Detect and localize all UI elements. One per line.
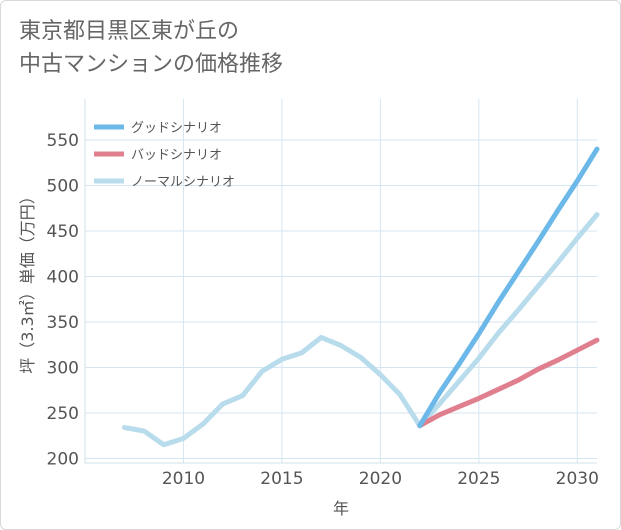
legend-label: ノーマルシナリオ xyxy=(131,175,235,190)
y-tick-label: 550 xyxy=(47,131,79,151)
legend-label: グッドシナリオ xyxy=(131,121,222,136)
x-tick-label: 2025 xyxy=(457,469,500,489)
chart-title-line-1: 東京都目黒区東が丘の xyxy=(19,19,240,44)
series-line xyxy=(121,212,600,448)
x-axis-label: 年 xyxy=(333,499,349,518)
x-tick-label: 2010 xyxy=(162,469,205,489)
y-tick-label: 500 xyxy=(47,176,79,196)
chart-title: 東京都目黒区東が丘の 中古マンションの価格推移 xyxy=(19,15,283,81)
x-tick-label: 2030 xyxy=(556,469,599,489)
chart-title-line-2: 中古マンションの価格推移 xyxy=(19,52,284,77)
y-tick-label: 350 xyxy=(47,313,79,333)
series-line xyxy=(417,146,600,429)
y-tick-label: 300 xyxy=(47,358,79,378)
legend-label: バッドシナリオ xyxy=(131,148,222,163)
y-axis-label: 坪（3.3㎡）単価（万円） xyxy=(18,188,37,373)
y-tick-label: 200 xyxy=(47,449,79,469)
y-tick-label: 400 xyxy=(47,267,79,287)
x-tick-label: 2015 xyxy=(260,469,303,489)
series-line xyxy=(417,337,600,429)
y-tick-label: 250 xyxy=(47,404,79,424)
x-tick-label: 2020 xyxy=(359,469,402,489)
y-tick-label: 450 xyxy=(47,222,79,242)
